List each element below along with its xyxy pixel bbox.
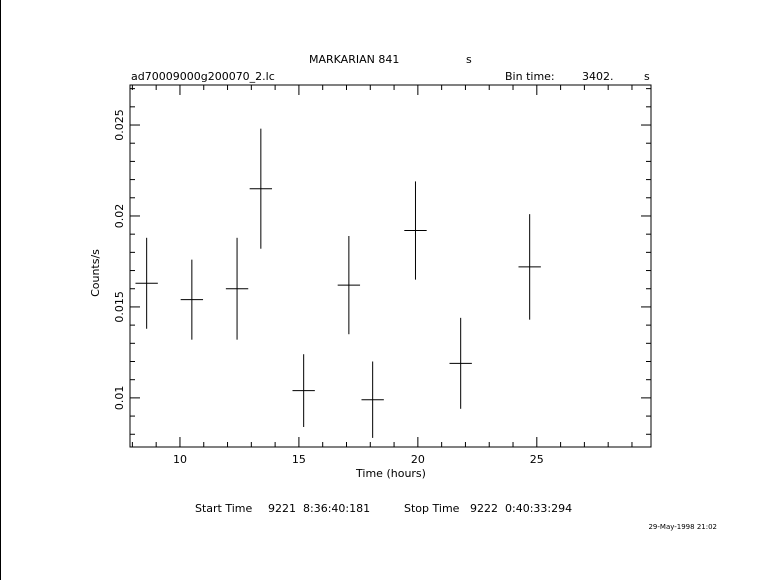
- data-points: [135, 128, 541, 438]
- axis-ticks: [130, 85, 651, 447]
- data-point: [518, 214, 541, 320]
- data-point: [135, 237, 158, 329]
- data-point: [249, 128, 273, 249]
- y-tick-label: 0.01: [113, 386, 126, 411]
- x-axis-label: Time (hours): [355, 467, 426, 480]
- window-left-edge: [0, 0, 1, 580]
- stop-time-label: Stop Time: [404, 502, 460, 515]
- start-time-label: Start Time: [195, 502, 253, 515]
- axis-tick-labels: 10 15 20 25 0.01 0.015 0.02 0.025: [113, 109, 544, 466]
- data-point: [404, 181, 427, 280]
- data-point: [180, 259, 204, 340]
- x-tick-label: 25: [530, 453, 544, 466]
- object-title: MARKARIAN 841: [309, 53, 399, 66]
- filename-label: ad70009000g200070_2.lc: [131, 70, 275, 83]
- y-tick-label: 0.02: [113, 204, 126, 229]
- object-unit: s: [466, 53, 472, 66]
- start-time-value: 9221 8:36:40:181: [268, 502, 370, 515]
- y-axis-label: Counts/s: [89, 249, 102, 297]
- y-tick-label: 0.025: [113, 109, 126, 141]
- stop-time-value: 9222 0:40:33:294: [470, 502, 572, 515]
- data-point: [361, 361, 384, 438]
- y-tick-label: 0.015: [113, 291, 126, 323]
- x-tick-label: 10: [173, 453, 187, 466]
- x-tick-label: 20: [411, 453, 425, 466]
- bin-time-label: Bin time:: [505, 70, 555, 83]
- bin-time-value: 3402.: [582, 70, 614, 83]
- data-point: [225, 237, 249, 340]
- x-tick-label: 15: [292, 453, 306, 466]
- plot-frame: [129, 84, 652, 448]
- bin-time-unit: s: [644, 70, 650, 83]
- data-point: [292, 354, 315, 427]
- data-point: [337, 235, 361, 335]
- data-point: [449, 317, 472, 409]
- plot-timestamp: 29-May-1998 21:02: [648, 523, 717, 531]
